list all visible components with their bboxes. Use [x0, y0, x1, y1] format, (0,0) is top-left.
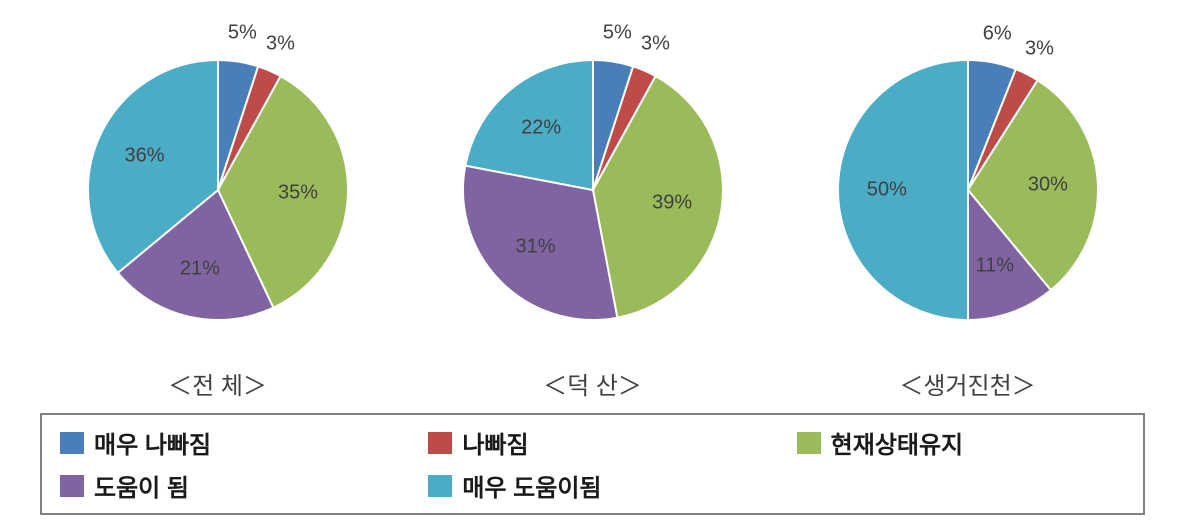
legend-label-very_bad: 매우 나빠짐 — [94, 425, 211, 460]
pie-label-bad: 3% — [266, 33, 295, 56]
legend-swatch-help — [60, 475, 84, 497]
pie-label-maintain: 35% — [278, 181, 318, 204]
legend-label-help: 도움이 됨 — [94, 468, 189, 503]
legend-item-help: 도움이 됨 — [60, 468, 388, 503]
chart-title-2: ＜생거진천＞ — [899, 366, 1035, 401]
pie-label-help: 11% — [976, 254, 1015, 277]
pie-label-help: 21% — [180, 257, 220, 280]
pie-label-very_bad: 6% — [983, 23, 1012, 46]
pie-label-very_help: 22% — [521, 116, 561, 139]
legend-item-maintain: 현재상태유지 — [797, 425, 1125, 460]
legend-swatch-very_help — [428, 475, 452, 497]
chart-title-1: ＜덕 산＞ — [543, 366, 642, 401]
pie-chart-0: 5% 3% 35% 21% 36% — [48, 20, 388, 360]
chart-column-1: 5% 3% 39% 31% 22% ＜덕 산＞ — [423, 20, 763, 401]
legend-box: 매우 나빠짐 나빠짐 현재상태유지도움이 됨 매우 도움이됨 — [40, 413, 1145, 515]
chart-column-0: 5% 3% 35% 21% 36% ＜전 체＞ — [48, 20, 388, 401]
pie-label-bad: 3% — [641, 33, 670, 56]
pie-label-maintain: 30% — [1028, 173, 1068, 196]
pie-chart-2: 6% 3% 30% 11% 50% — [798, 20, 1138, 360]
legend-item-bad: 나빠짐 — [428, 425, 756, 460]
legend-swatch-very_bad — [60, 432, 84, 454]
pie-label-maintain: 39% — [652, 191, 692, 214]
legend-swatch-bad — [428, 432, 452, 454]
legend-swatch-maintain — [797, 432, 821, 454]
pie-label-very_bad: 5% — [228, 22, 257, 45]
chart-column-2: 6% 3% 30% 11% 50% ＜생거진천＞ — [798, 20, 1138, 401]
pie-chart-1: 5% 3% 39% 31% 22% — [423, 20, 763, 360]
pie-label-bad: 3% — [1025, 37, 1054, 60]
pie-label-very_bad: 5% — [603, 22, 632, 45]
legend-label-very_help: 매우 도움이됨 — [462, 468, 601, 503]
legend-label-bad: 나빠짐 — [462, 425, 528, 460]
legend-item-very_bad: 매우 나빠짐 — [60, 425, 388, 460]
chart-title-0: ＜전 체＞ — [168, 366, 267, 401]
legend-item-very_help: 매우 도움이됨 — [428, 468, 756, 503]
legend-label-maintain: 현재상태유지 — [831, 425, 963, 460]
pie-label-help: 31% — [515, 235, 555, 258]
pie-label-very_help: 36% — [125, 144, 165, 167]
pie-label-very_help: 50% — [867, 179, 907, 202]
